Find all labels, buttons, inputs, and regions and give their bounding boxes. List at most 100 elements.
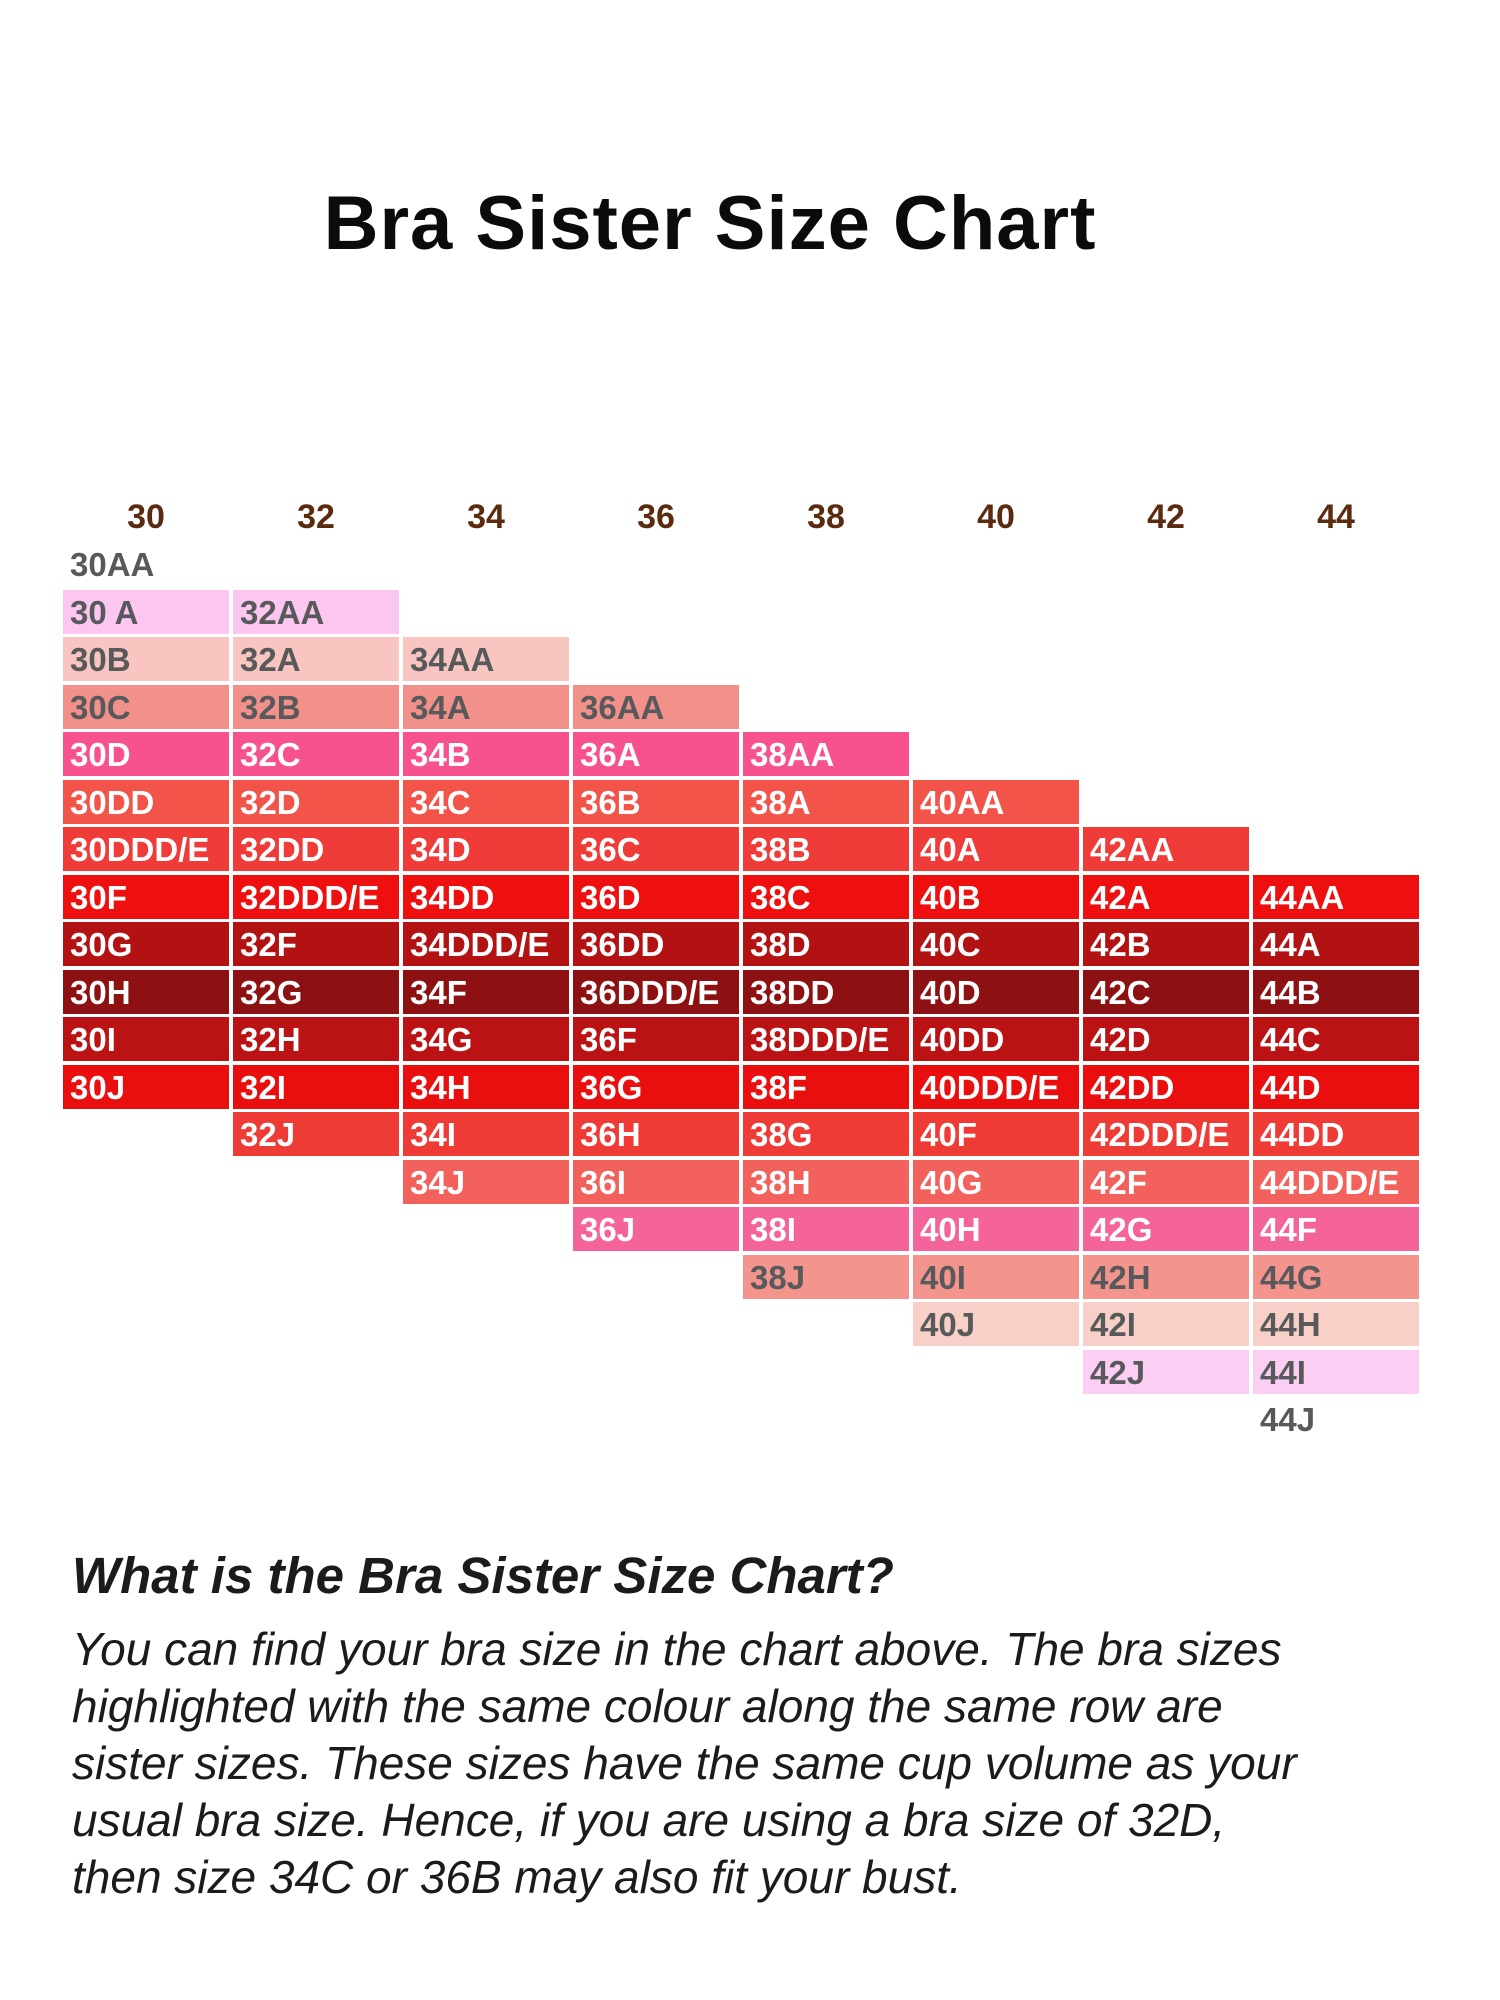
size-cell-40g: 40G (913, 1159, 1079, 1204)
size-cell-30aa: 30AA (70, 546, 155, 583)
size-cell-44i: 44I (1253, 1349, 1419, 1394)
size-cell-44c: 44C (1253, 1017, 1419, 1061)
size-cell-30h: 30H (63, 969, 229, 1014)
size-cell-42h: 42H (1083, 1254, 1249, 1299)
page-title: Bra Sister Size Chart (323, 181, 1097, 266)
size-cell-40j: 40J (913, 1302, 1079, 1346)
size-cell-30g: 30G (63, 922, 229, 966)
size-cell-38i: 38I (743, 1207, 909, 1251)
size-cell-32aa: 32AA (233, 589, 399, 634)
size-cell-38ddd-e: 38DDD/E (743, 1017, 909, 1061)
size-cell-30i: 30I (63, 1017, 229, 1061)
size-cell-44d: 44D (1253, 1064, 1419, 1109)
band-header-40: 40 (977, 498, 1015, 536)
size-cell-42j: 42J (1083, 1349, 1249, 1394)
size-cell-30d: 30D (63, 732, 229, 776)
about-text-line: usual bra size. Hence, if you are using … (72, 1794, 1226, 1846)
size-cell-36a: 36A (573, 732, 739, 776)
size-cell-44b: 44B (1253, 969, 1419, 1014)
size-cell-40ddd-e: 40DDD/E (913, 1064, 1079, 1109)
about-heading: What is the Bra Sister Size Chart? (72, 1547, 894, 1604)
size-cell-36aa: 36AA (573, 684, 739, 729)
size-cell-34ddd-e: 34DDD/E (403, 922, 569, 966)
band-header-42: 42 (1147, 498, 1185, 536)
band-header-36: 36 (637, 498, 675, 536)
size-cell-38a: 38A (743, 779, 909, 824)
size-cell-38b: 38B (743, 827, 909, 871)
about-text-line: highlighted with the same colour along t… (72, 1680, 1223, 1732)
size-cell-40aa: 40AA (913, 779, 1079, 824)
size-cell-34b: 34B (403, 732, 569, 776)
size-cell-32j: 32J (233, 1112, 399, 1156)
band-header-30: 30 (127, 498, 165, 536)
size-cell-38aa: 38AA (743, 732, 909, 776)
size-cell-42a: 42A (1083, 874, 1249, 919)
size-cell-34dd: 34DD (403, 874, 569, 919)
size-cell-32h: 32H (233, 1017, 399, 1061)
size-cell-34i: 34I (403, 1112, 569, 1156)
size-cell-34g: 34G (403, 1017, 569, 1061)
size-cell-44ddd-e: 44DDD/E (1253, 1159, 1419, 1204)
size-cell-42d: 42D (1083, 1017, 1249, 1061)
size-cell-44dd: 44DD (1253, 1112, 1419, 1156)
about-text-line: then size 34C or 36B may also fit your b… (72, 1851, 962, 1903)
size-cell-32d: 32D (233, 779, 399, 824)
about-text-line: You can find your bra size in the chart … (72, 1623, 1282, 1675)
size-cell-36i: 36I (573, 1159, 739, 1204)
size-cell-42g: 42G (1083, 1207, 1249, 1251)
size-cell-32c: 32C (233, 732, 399, 776)
size-cell-44f: 44F (1253, 1207, 1419, 1251)
size-cell-36dd: 36DD (573, 922, 739, 966)
size-cell-40a: 40A (913, 827, 1079, 871)
about-text-line: sister sizes. These sizes have the same … (72, 1737, 1297, 1789)
size-cell-32a: 32A (233, 637, 399, 681)
size-cell-32g: 32G (233, 969, 399, 1014)
size-cell-42ddd-e: 42DDD/E (1083, 1112, 1249, 1156)
size-cell-30dd: 30DD (63, 779, 229, 824)
size-cell-32b: 32B (233, 684, 399, 729)
size-cell-44j: 44J (1260, 1401, 1316, 1438)
size-cell-38h: 38H (743, 1159, 909, 1204)
size-cell-34a: 34A (403, 684, 569, 729)
size-cell-44aa: 44AA (1253, 874, 1419, 919)
about-section: What is the Bra Sister Size Chart? You c… (72, 1546, 1452, 1906)
size-cell-42aa: 42AA (1083, 827, 1249, 871)
size-cell-36j: 36J (573, 1207, 739, 1251)
size-cell-42c: 42C (1083, 969, 1249, 1014)
size-cell-38g: 38G (743, 1112, 909, 1156)
size-cell-40h: 40H (913, 1207, 1079, 1251)
size-cell-30ddd-e: 30DDD/E (63, 827, 229, 871)
size-cell-36h: 36H (573, 1112, 739, 1156)
size-cell-32dd: 32DD (233, 827, 399, 871)
size-cell-40dd: 40DD (913, 1017, 1079, 1061)
size-cell-30-a: 30 A (63, 589, 229, 634)
size-cell-34c: 34C (403, 779, 569, 824)
size-cell-38d: 38D (743, 922, 909, 966)
size-cell-38c: 38C (743, 874, 909, 919)
size-cell-44a: 44A (1253, 922, 1419, 966)
size-cell-34d: 34D (403, 827, 569, 871)
size-cell-38dd: 38DD (743, 969, 909, 1014)
size-cell-32ddd-e: 32DDD/E (233, 874, 399, 919)
size-cell-30c: 30C (63, 684, 229, 729)
size-cell-36g: 36G (573, 1064, 739, 1109)
size-cell-32i: 32I (233, 1064, 399, 1109)
size-cell-34f: 34F (403, 969, 569, 1014)
size-cell-30b: 30B (63, 637, 229, 681)
size-cell-30f: 30F (63, 874, 229, 919)
size-cell-42f: 42F (1083, 1159, 1249, 1204)
size-cell-42b: 42B (1083, 922, 1249, 966)
size-cell-38f: 38F (743, 1064, 909, 1109)
size-cell-32f: 32F (233, 922, 399, 966)
size-cell-40f: 40F (913, 1112, 1079, 1156)
size-cell-40d: 40D (913, 969, 1079, 1014)
size-cell-36ddd-e: 36DDD/E (573, 969, 739, 1014)
size-cell-40c: 40C (913, 922, 1079, 966)
size-cell-34h: 34H (403, 1064, 569, 1109)
size-cell-34j: 34J (403, 1159, 569, 1204)
size-cell-36b: 36B (573, 779, 739, 824)
band-header-32: 32 (297, 498, 335, 536)
band-header-44: 44 (1317, 498, 1355, 536)
